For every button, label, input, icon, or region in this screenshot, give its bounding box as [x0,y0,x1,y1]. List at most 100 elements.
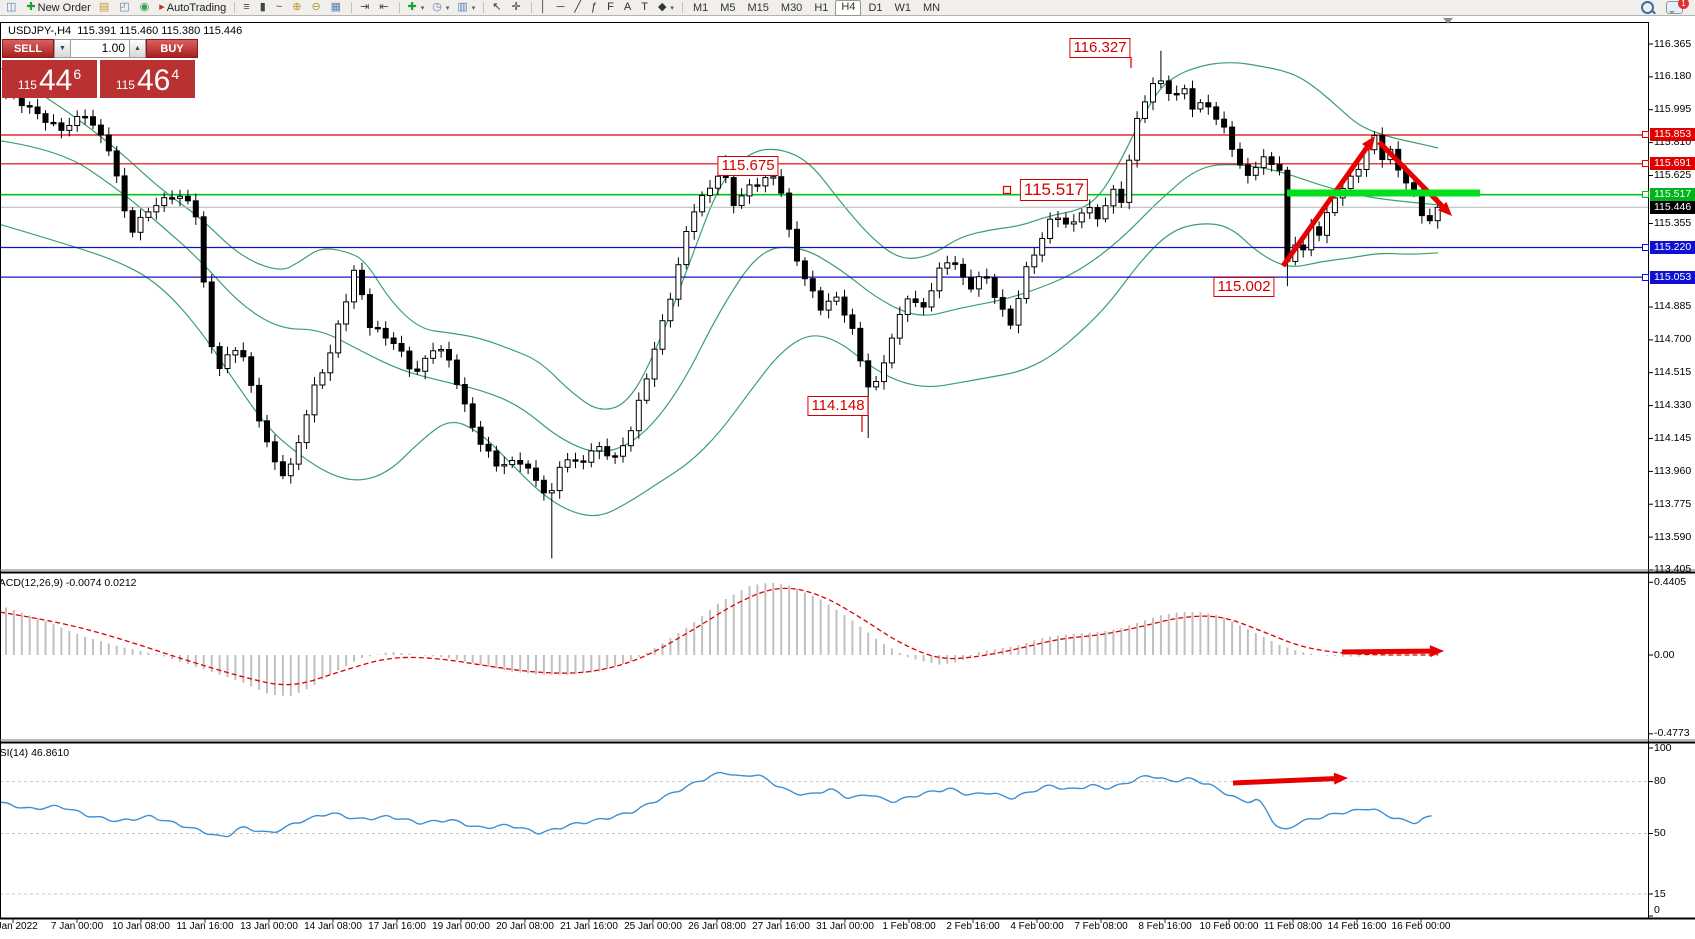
notification-badge: 1 [1678,0,1689,9]
market-watch-icon[interactable]: ◰ [116,0,134,15]
timeframe-h1[interactable]: H1 [814,1,829,14]
timeframe-d1[interactable]: D1 [868,1,883,14]
bollinger-bands [0,62,1439,517]
arrows-icon[interactable]: ◆ ▾ [655,0,677,15]
toolbar-separator [234,2,236,13]
volume-up-button[interactable]: ▲ [129,39,146,58]
bar-chart-icon[interactable]: ≡ [240,0,254,15]
macd-indicator-label: MACD(12,26,9) -0.0074 0.0212 [0,577,137,589]
buy-button[interactable]: BUY [146,39,198,58]
line-chart-icon[interactable]: ~ [273,0,287,15]
chevron-down-icon: ▾ [471,4,476,12]
zoom-out-icon[interactable]: ⊖ [308,0,325,15]
ask-prefix: 115 [115,78,135,92]
candle-chart-icon[interactable]: ▮ [257,0,271,15]
new-order-button[interactable]: ✚ New Order [23,0,93,15]
chart-window-icon[interactable]: ◫ [3,0,21,15]
one-click-trading-panel: SELL ▼ 1.00 ▲ BUY 115 44 6 115 46 4 [2,39,198,98]
arrows-icon: ◆ [657,1,667,13]
rsi-line [0,771,1432,838]
timeframe-m15[interactable]: M15 [747,1,769,14]
chart-shift-icon: ⇤ [379,1,389,13]
add-indicator-icon[interactable]: ✚ ▾ [405,0,428,15]
templates-icon: ▥ [457,1,468,13]
vline-icon[interactable]: │ [537,0,552,15]
crosshair-icon: ✛ [511,1,521,13]
line-chart-icon: ~ [275,1,283,13]
annotation-arrows [861,57,1480,786]
text-label-icon[interactable]: T [638,0,653,15]
timeframe-m30[interactable]: M30 [780,1,803,14]
period-icon[interactable]: ◷ ▾ [429,0,452,15]
toolbar-separator [530,2,532,13]
toolbar-separator [351,2,353,13]
bid-pipette: 6 [73,66,82,82]
timeframe-m1[interactable]: M1 [692,1,709,14]
zoom-out-icon: ⊖ [311,1,321,13]
bid-big-digits: 44 [38,64,73,97]
main-toolbar: ◫ ✚ New Order ▤ ◰ ◉ ▸ AutoTrading ≡ ▮ ~ ⊕ ⊖ ▦ ⇥ ⇤ ✚ ▾ ◷ ▾ ▥ ▾… [0,0,1695,16]
timeframe-h4[interactable]: H4 [835,0,862,16]
volume-dropdown-button[interactable]: ▼ [54,39,71,58]
toolbar-right-group: 1 [1641,0,1693,14]
bid-price-box[interactable]: 115 44 6 [2,60,97,98]
add-indicator-icon: ✚ [407,1,417,13]
period-icon: ◷ [432,1,442,13]
timeframe-m5[interactable]: M5 [720,1,736,14]
toolbar-separator [398,2,400,13]
signals-icon[interactable]: ◉ [137,0,155,15]
timeframe-mn[interactable]: MN [923,1,941,14]
chart-shift-icon[interactable]: ⇤ [376,0,393,15]
ask-price-box[interactable]: 115 46 4 [100,60,195,98]
fibonacci-fan-icon[interactable]: F [604,0,619,15]
templates-icon[interactable]: ▥ ▾ [454,0,478,15]
fibonacci-fan-icon: F [607,1,614,13]
new-order-button-label: New Order [37,1,91,14]
candle-chart-icon: ▮ [259,1,266,13]
toolbar-separator [483,2,485,13]
timeframe-w1[interactable]: W1 [894,1,912,14]
ask-pipette: 4 [171,66,180,82]
autoscroll-icon[interactable]: ⇥ [357,0,374,15]
autotrading-button-label: AutoTrading [166,1,227,14]
volume-input[interactable]: 1.00 [71,39,129,58]
chart-title: USDJPY-,H4 115.391 115.460 115.380 115.4… [8,25,243,37]
tile-windows-icon[interactable]: ▦ [328,0,346,15]
cursor-icon[interactable]: ↖ [489,0,506,15]
chevron-down-icon: ▾ [670,4,674,12]
chart-window-icon: ◫ [6,1,17,13]
autotrading-button: ▸ [159,1,165,13]
macd-signal-line [0,587,1438,686]
tile-windows-icon: ▦ [330,1,342,13]
fibonacci-retracement-icon[interactable]: ƒ [588,0,602,15]
trendline-icon[interactable]: ╱ [571,0,586,15]
chart-shift-marker-icon[interactable] [1443,18,1453,24]
history-center-icon: ▤ [98,1,110,13]
zoom-in-icon: ⊕ [292,1,302,13]
chevron-down-icon: ▾ [445,4,450,12]
sell-button[interactable]: SELL [2,39,54,58]
toolbar-separator [681,2,683,13]
chevron-up-icon: ▲ [134,45,141,52]
chat-icon[interactable]: 1 [1666,0,1689,14]
chevron-down-icon: ▼ [59,45,66,52]
history-center-icon[interactable]: ▤ [96,0,114,15]
rsi-indicator-label: RSI(14) 46.8610 [0,747,70,759]
macd-histogram [0,582,1439,696]
vline-icon: │ [539,1,547,13]
bar-chart-icon: ≡ [243,1,250,13]
bid-prefix: 115 [17,78,37,92]
crosshair-icon[interactable]: ✛ [509,0,526,15]
search-icon[interactable] [1641,1,1654,14]
autoscroll-icon: ⇥ [360,1,370,13]
hline-icon: ─ [556,1,565,13]
zoom-in-icon[interactable]: ⊕ [289,0,306,15]
trendline-icon: ╱ [574,1,582,13]
ask-big-digits: 46 [136,64,171,97]
fibonacci-retracement-icon: ƒ [591,1,598,13]
autotrading-button[interactable]: ▸ AutoTrading [156,0,229,15]
hline-icon[interactable]: ─ [554,0,570,15]
text-icon[interactable]: A [621,0,636,15]
